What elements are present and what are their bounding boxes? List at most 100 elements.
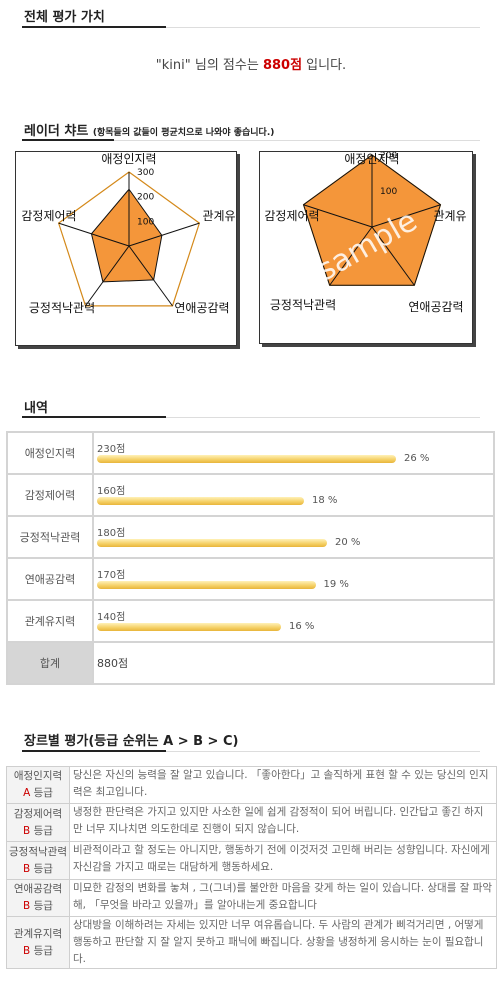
radar-axis-label: 감정제어력	[21, 209, 76, 223]
detail-percent: 18 %	[312, 495, 338, 506]
radar-axis-label: 애정인지력	[344, 152, 399, 166]
grade-letter: B	[23, 900, 31, 912]
genre-description: 냉정한 판단력은 가지고 있지만 사소한 일에 쉽게 감정적이 되어 버립니다.…	[69, 803, 497, 842]
radar-spoke	[85, 245, 130, 307]
detail-bar-row: 20 %	[97, 537, 490, 550]
genre-grade: B 등급	[7, 898, 69, 915]
score-text: 님의 점수는	[190, 58, 263, 73]
genre-table: 애정인지력 A 등급 당신은 자신의 능력을 잘 알고 있습니다. 「좋아한다」고 …	[6, 766, 497, 969]
radar-axis-label: 연애공감력	[174, 301, 229, 315]
radar-tick-label: 100	[380, 187, 397, 197]
grade-suffix: 등급	[30, 824, 53, 837]
detail-bar	[97, 455, 396, 463]
score-suffix: 입니다.	[302, 58, 347, 73]
genre-name-cell: 애정인지력 A 등급	[6, 766, 70, 804]
detail-bar-row: 19 %	[97, 579, 490, 592]
radar-axis-label: 관계유	[202, 209, 235, 223]
detail-value-cell: 230점 26 %	[92, 431, 495, 475]
section-title-overall: 전체 평가 가치	[24, 10, 105, 25]
radar-tick-label: 200	[137, 193, 154, 203]
detail-table: 애정인지력 230점 26 % 감정제어력 160점 18 % 긍정적낙관력 180점 20 %…	[6, 431, 495, 685]
genre-description: 당신은 자신의 능력을 잘 알고 있습니다. 「좋아한다」고 솔직하게 표현 할…	[69, 766, 497, 804]
genre-description: 상대방을 이해하려는 자세는 있지만 너무 여유롭습니다. 두 사람의 관계가 …	[69, 916, 497, 969]
detail-bar	[97, 623, 281, 631]
detail-label: 관계유지력	[6, 599, 94, 643]
grade-letter: A	[23, 787, 31, 799]
radar-spoke	[329, 226, 373, 286]
detail-row: 관계유지력 140점 16 %	[6, 599, 495, 643]
genre-grade: A 등급	[7, 785, 69, 802]
total-value: 880점	[92, 641, 495, 685]
grade-suffix: 등급	[30, 900, 53, 912]
detail-percent: 16 %	[289, 621, 315, 632]
section-divider	[22, 139, 480, 141]
detail-bar-row: 26 %	[97, 453, 490, 466]
genre-name-cell: 관계유지력 B 등급	[6, 916, 70, 969]
radar-data-polygon	[90, 188, 163, 283]
detail-points: 230점	[97, 444, 126, 455]
detail-value-cell: 180점 20 %	[92, 515, 495, 559]
radar-spoke	[303, 204, 373, 228]
genre-name: 애정인지력	[13, 770, 63, 782]
radar-spoke	[371, 204, 441, 228]
genre-row: 애정인지력 A 등급 당신은 자신의 능력을 잘 알고 있습니다. 「좋아한다」고 …	[6, 766, 497, 804]
detail-value-cell: 160점 18 %	[92, 473, 495, 517]
user-name: "kini"	[155, 58, 191, 73]
detail-percent: 19 %	[323, 579, 349, 590]
radar-spoke	[128, 222, 200, 247]
radar-axis-label: 연애공감력	[408, 300, 463, 314]
detail-percent: 20 %	[335, 537, 361, 548]
detail-bar	[97, 497, 304, 505]
radar-axis-label: 관계유	[433, 209, 466, 223]
detail-percent: 26 %	[404, 453, 430, 464]
grade-letter: B	[23, 824, 31, 837]
detail-row: 애정인지력 230점 26 %	[6, 431, 495, 475]
detail-label: 감정제어력	[6, 473, 94, 517]
genre-name: 연애공감력	[13, 883, 63, 895]
detail-label: 애정인지력	[6, 431, 94, 475]
radar-frame	[57, 171, 201, 307]
grade-letter: B	[23, 862, 31, 875]
detail-row: 감정제어력 160점 18 %	[6, 473, 495, 517]
score-value: 880점	[262, 58, 303, 73]
section-divider	[22, 416, 480, 418]
genre-name: 관계유지력	[13, 927, 63, 940]
detail-row: 연애공감력 170점 19 %	[6, 557, 495, 601]
genre-grade: B 등급	[7, 861, 69, 878]
detail-bar	[97, 539, 327, 547]
detail-bar	[97, 581, 316, 589]
detail-bar-row: 16 %	[97, 621, 490, 634]
detail-points: 140점	[97, 612, 126, 623]
section-title-radar: 레이더 챠트 (항목들의 값들이 평균치으로 나와야 좋습니다.)	[24, 120, 274, 139]
radar-axis-label: 감정제어력	[264, 209, 319, 223]
genre-grade: B 등급	[7, 943, 69, 960]
genre-description: 비관적이라고 할 정도는 아니지만, 행동하기 전에 이것저것 고민해 버리는 …	[69, 841, 497, 880]
genre-name-cell: 연애공감력 B 등급	[6, 879, 70, 917]
detail-row: 긍정적낙관력 180점 20 %	[6, 515, 495, 559]
section-title-detail: 내역	[24, 401, 48, 416]
genre-row: 연애공감력 B 등급 미묘한 감정의 변화를 놓쳐 , 그(그녀)를 불안한 마음을…	[6, 879, 497, 917]
genre-name-cell: 감정제어력 B 등급	[6, 803, 70, 842]
grade-letter: B	[23, 944, 31, 957]
detail-points: 170점	[97, 570, 126, 581]
radar-spoke	[371, 226, 415, 286]
grade-suffix: 등급	[30, 944, 53, 957]
total-label: 합계	[6, 641, 94, 685]
section-divider	[22, 26, 480, 28]
radar-tick-label: 100	[137, 217, 154, 227]
genre-grade: B 등급	[7, 823, 69, 840]
genre-name-cell: 긍정적낙관력 B 등급	[6, 841, 70, 880]
section-divider	[22, 750, 480, 752]
radar-note: (항목들의 값들이 평균치으로 나와야 좋습니다.)	[92, 128, 275, 138]
radar-axis-label: 긍정적낙관력	[270, 298, 336, 312]
radar-tick-label: 200	[380, 152, 397, 161]
detail-value-cell: 170점 19 %	[92, 557, 495, 601]
detail-points: 160점	[97, 486, 126, 497]
detail-label: 긍정적낙관력	[6, 515, 94, 559]
radar-chart-user: 300 200 100 애정인지력 관계유 연애공감력 긍정적낙관력 감정제어력	[15, 151, 237, 346]
detail-bar-row: 18 %	[97, 495, 490, 508]
genre-description: 미묘한 감정의 변화를 놓쳐 , 그(그녀)를 불안한 마음을 갖게 하는 일이…	[69, 879, 497, 917]
grade-suffix: 등급	[30, 787, 53, 799]
radar-chart-sample: 200 100 애정인지력 관계유 연애공감력 긍정적낙관력 감정제어력 sample	[259, 151, 473, 344]
